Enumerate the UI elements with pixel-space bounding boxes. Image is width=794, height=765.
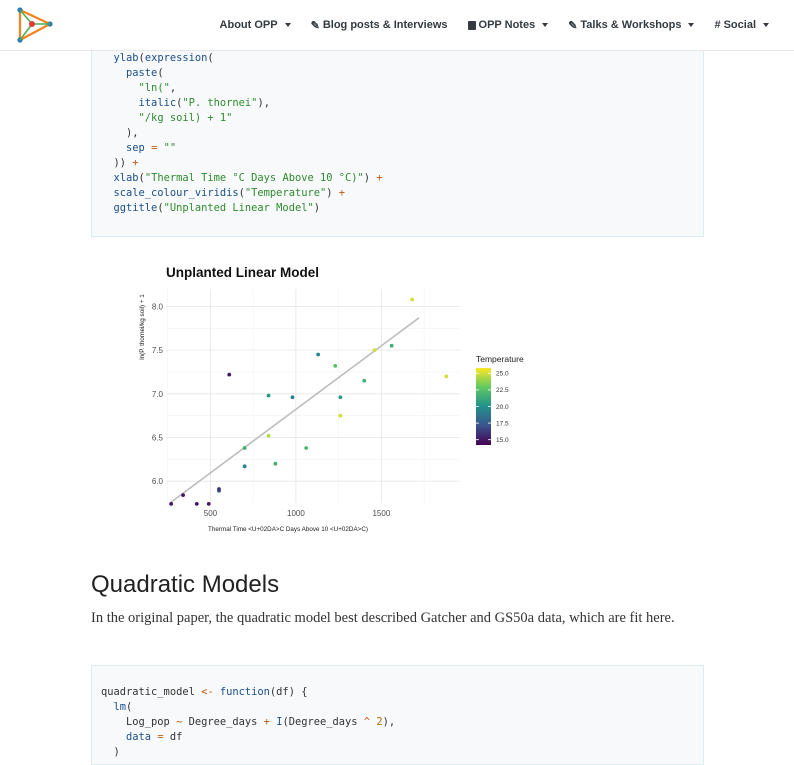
code-line: )) +: [101, 157, 139, 169]
data-point: [389, 343, 394, 348]
code-line: quadratic_model <- function(df) {: [101, 686, 308, 698]
nav-item-label: Blog posts & Interviews: [322, 19, 448, 31]
data-point: [444, 374, 449, 379]
data-point: [227, 372, 232, 377]
nav-item-talks-workshops[interactable]: ✎ Talks & Workshops: [558, 19, 704, 32]
nav-item-social[interactable]: # Social: [704, 19, 779, 31]
data-point: [290, 395, 295, 400]
code-line: lm(: [113, 701, 133, 713]
data-point: [410, 297, 415, 302]
x-tick-label: 1000: [287, 509, 305, 518]
nav-item-label: About OPP: [219, 19, 278, 31]
nav-item-label: Talks & Workshops: [580, 19, 682, 31]
chart-grid: [166, 289, 460, 503]
nav-item-label: OPP Notes: [478, 19, 536, 31]
data-point: [338, 413, 343, 418]
data-point: [372, 348, 377, 353]
legend-label: 17.5: [496, 420, 509, 427]
data-point: [333, 363, 338, 368]
data-point: [338, 395, 343, 400]
chevron-down-icon: [688, 23, 695, 27]
nav-menu: About OPP ✎ Blog posts & Interviews OPP …: [210, 0, 779, 50]
data-point: [181, 493, 185, 498]
scatter-chart: Unplanted Linear Model 500 1000 1500 6.06.…: [139, 265, 524, 533]
chart-points: [169, 297, 449, 506]
y-tick-label: 7.0: [152, 390, 164, 399]
section-heading: Quadratic Models: [91, 571, 280, 598]
data-point: [266, 393, 271, 398]
y-axis-label: ln(P. thornei/kg soil) + 1: [139, 294, 146, 360]
legend-label: 15.0: [496, 437, 509, 444]
code-block[interactable]: quadratic_model <- function(df) { lm( Lo…: [91, 665, 704, 765]
legend-label: 25.0: [496, 371, 509, 378]
code-line: ylab(expression(: [113, 52, 214, 64]
code-line: data = df: [126, 731, 183, 743]
section-paragraph: In the original paper, the quadratic mod…: [91, 610, 675, 626]
book-icon: [467, 20, 476, 30]
pencil-icon: ✎: [568, 19, 578, 32]
code-line: ),: [101, 127, 139, 139]
navbar: About OPP ✎ Blog posts & Interviews OPP …: [0, 0, 794, 51]
code-line: italic("P. thornei"),: [138, 97, 270, 109]
x-axis-label: Thermal Time <U+02DA>C Days Above 10 <U+…: [208, 526, 368, 533]
fit-line: [170, 317, 420, 503]
data-point: [242, 446, 247, 450]
code-line: Log_pop ~ Degree_days + I(Degree_days ^ …: [101, 716, 396, 728]
data-point: [362, 378, 367, 383]
x-tick-label: 1500: [372, 509, 390, 518]
data-point: [316, 352, 321, 357]
color-legend: Temperature 25.0 22.5 20.0 17.5 15.0: [476, 354, 524, 445]
code-line: ): [101, 746, 120, 758]
pencil-icon: ✎: [310, 19, 320, 32]
y-tick-label: 7.5: [152, 346, 164, 355]
code-line: paste(: [126, 67, 164, 79]
chevron-down-icon: [763, 23, 769, 27]
y-tick-label: 6.5: [152, 433, 164, 442]
x-tick-label: 500: [204, 509, 218, 518]
code-content: quadratic_model <- function(df) { lm( Lo…: [101, 685, 703, 760]
y-tick-label: 6.0: [152, 477, 164, 486]
data-point: [206, 501, 211, 506]
nav-item-about-opp[interactable]: About OPP: [210, 19, 301, 31]
data-point: [242, 464, 247, 469]
chevron-down-icon: [542, 23, 549, 27]
data-point: [217, 487, 221, 491]
code-line: xlab("Thermal Time °C Days Above 10 °C)"…: [113, 172, 383, 184]
nav-item-blog-posts[interactable]: ✎ Blog posts & Interviews: [301, 19, 458, 32]
legend-title: Temperature: [476, 354, 524, 364]
legend-label: 22.5: [496, 387, 509, 394]
data-point: [304, 446, 309, 450]
code-line: sep = "": [126, 142, 177, 154]
x-axis-ticks: 500 1000 1500: [204, 509, 391, 518]
chart-title: Unplanted Linear Model: [166, 265, 319, 280]
hashtag-icon: #: [714, 19, 721, 31]
code-line: scale_colour_viridis("Temperature") +: [113, 187, 346, 199]
code-line: ggtitle("Unplanted Linear Model"): [113, 202, 320, 214]
nav-item-opp-notes[interactable]: OPP Notes: [458, 19, 559, 31]
chevron-down-icon: [284, 23, 291, 27]
legend-colorbar: [476, 368, 491, 445]
y-axis-ticks: 6.0 6.5 7.0 7.5 8.0: [152, 302, 164, 486]
legend-label: 20.0: [496, 404, 509, 411]
data-point: [169, 501, 174, 506]
code-line: "/kg soil) + 1": [138, 112, 233, 124]
data-point: [194, 501, 199, 506]
nav-item-label: Social: [723, 19, 756, 31]
code-content: ylab(expression( paste( "ln(", italic("P…: [101, 51, 703, 216]
data-point: [266, 433, 271, 438]
y-tick-label: 8.0: [152, 302, 164, 311]
data-point: [273, 461, 278, 466]
opp-logo[interactable]: [17, 7, 53, 43]
code-line: "ln(",: [138, 82, 177, 94]
